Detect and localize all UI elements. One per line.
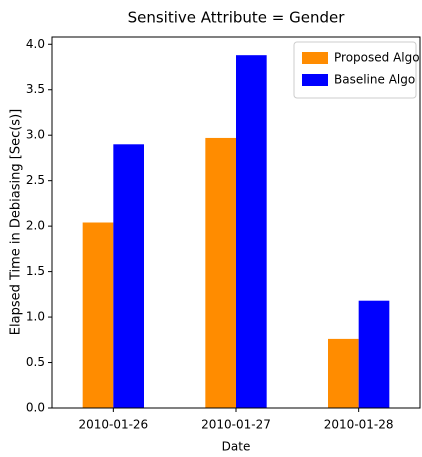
legend-label: Baseline Algo bbox=[334, 73, 415, 87]
y-tick-label: 0.5 bbox=[26, 355, 45, 369]
bar bbox=[358, 300, 390, 408]
legend-swatch bbox=[302, 52, 328, 64]
bar bbox=[236, 55, 267, 408]
y-tick-label: 1.5 bbox=[26, 264, 45, 278]
legend-label: Proposed Algo bbox=[334, 51, 420, 65]
x-tick-label: 2010-01-28 bbox=[324, 418, 394, 432]
y-axis-label: Elapsed Time in Debiasing [Sec(s)] bbox=[9, 109, 24, 335]
x-tick-label: 2010-01-27 bbox=[201, 418, 271, 432]
bar bbox=[205, 137, 236, 408]
y-tick-label: 0.0 bbox=[26, 401, 45, 415]
y-tick-label: 3.5 bbox=[26, 82, 45, 96]
y-tick-label: 2.5 bbox=[26, 173, 45, 187]
y-tick-label: 4.0 bbox=[26, 37, 45, 51]
chart-title: Sensitive Attribute = Gender bbox=[128, 9, 346, 27]
x-tick-label: 2010-01-26 bbox=[78, 418, 148, 432]
y-tick-label: 1.0 bbox=[26, 310, 45, 324]
bar bbox=[113, 144, 144, 409]
axes-frame bbox=[51, 36, 421, 409]
legend-swatch bbox=[302, 74, 328, 86]
bar bbox=[328, 338, 359, 408]
x-axis-label: Date bbox=[222, 440, 251, 454]
y-tick-label: 2.0 bbox=[26, 219, 45, 233]
y-tick-label: 3.0 bbox=[26, 128, 45, 142]
bar bbox=[82, 222, 114, 408]
